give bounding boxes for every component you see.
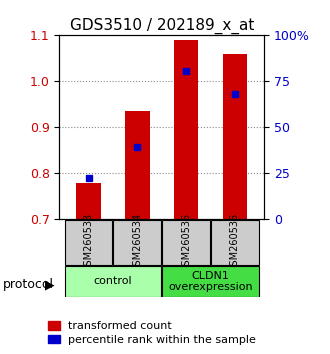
Bar xyxy=(77,183,101,219)
Text: GSM260533: GSM260533 xyxy=(83,213,94,272)
FancyBboxPatch shape xyxy=(211,220,259,265)
Text: CLDN1
overexpression: CLDN1 overexpression xyxy=(168,270,253,292)
Bar xyxy=(223,54,247,219)
FancyBboxPatch shape xyxy=(162,266,259,297)
Title: GDS3510 / 202189_x_at: GDS3510 / 202189_x_at xyxy=(70,18,254,34)
Legend: transformed count, percentile rank within the sample: transformed count, percentile rank withi… xyxy=(49,321,256,345)
FancyBboxPatch shape xyxy=(65,266,161,297)
FancyBboxPatch shape xyxy=(114,220,161,265)
Bar xyxy=(125,111,149,219)
FancyBboxPatch shape xyxy=(65,220,113,265)
Text: GSM260534: GSM260534 xyxy=(132,213,142,272)
Text: GSM260536: GSM260536 xyxy=(230,213,240,272)
Text: GSM260535: GSM260535 xyxy=(181,213,191,272)
Text: protocol: protocol xyxy=(3,279,54,291)
Text: control: control xyxy=(94,276,132,286)
FancyBboxPatch shape xyxy=(162,220,210,265)
Text: ▶: ▶ xyxy=(45,279,54,291)
Bar xyxy=(174,40,198,219)
